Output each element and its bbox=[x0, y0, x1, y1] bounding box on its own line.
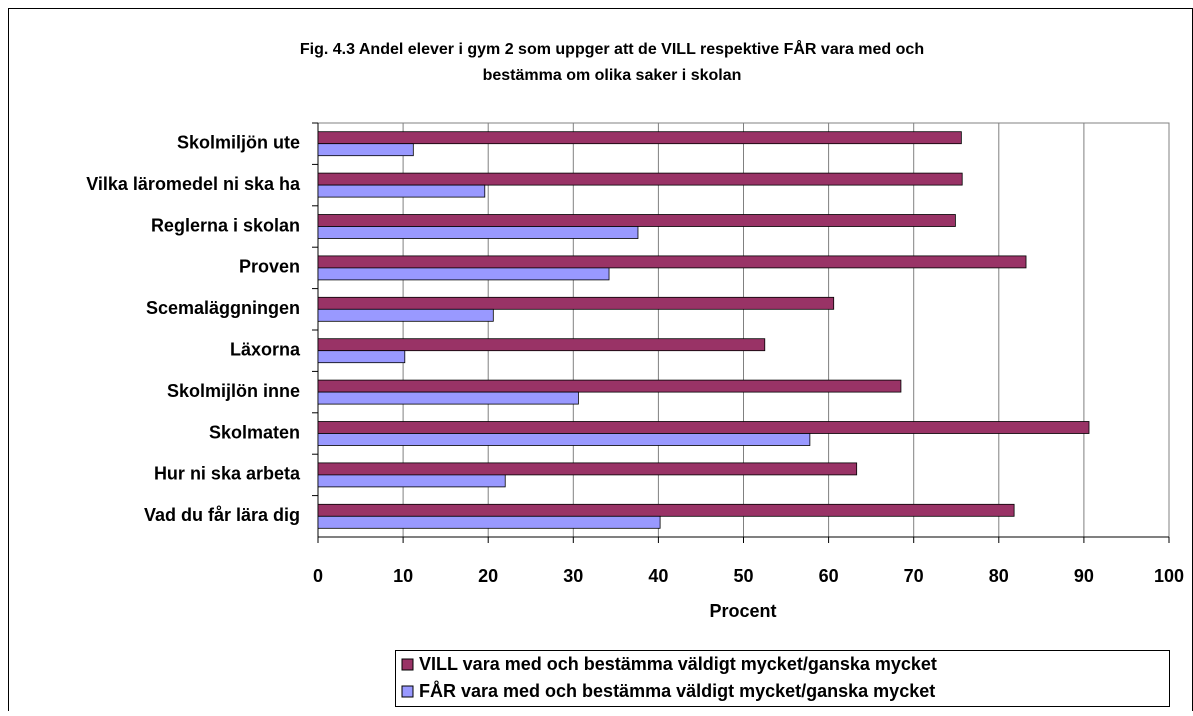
y-tick-label: Skolmaten bbox=[209, 422, 300, 442]
bar bbox=[317, 214, 956, 227]
bar bbox=[317, 255, 1027, 269]
x-tick-label: 60 bbox=[819, 566, 839, 586]
legend-label: VILL vara med och bestämma väldigt mycke… bbox=[419, 654, 937, 674]
y-tick-label: Skolmiljön ute bbox=[177, 132, 300, 152]
bar bbox=[317, 421, 1090, 434]
bar bbox=[317, 226, 639, 239]
x-tick-label: 0 bbox=[313, 566, 323, 586]
bar bbox=[317, 131, 962, 145]
x-tick-label: 50 bbox=[733, 566, 753, 586]
chart-title: Fig. 4.3 Andel elever i gym 2 som uppger… bbox=[300, 39, 924, 58]
x-tick-label: 90 bbox=[1074, 566, 1094, 586]
x-tick-label: 40 bbox=[648, 566, 668, 586]
y-tick-label: Proven bbox=[239, 257, 300, 277]
x-tick-label: 100 bbox=[1154, 566, 1184, 586]
bar bbox=[317, 379, 902, 393]
x-axis-label: Procent bbox=[709, 601, 776, 621]
y-tick-label: Läxorna bbox=[230, 339, 301, 359]
bar bbox=[317, 267, 610, 281]
y-tick-label: Vad du får lära dig bbox=[144, 505, 300, 525]
bar bbox=[317, 172, 963, 186]
bar bbox=[317, 391, 579, 405]
chart-title: bestämma om olika saker i skolan bbox=[483, 67, 742, 84]
bar bbox=[317, 184, 486, 198]
bar bbox=[317, 474, 506, 488]
legend-swatch bbox=[401, 658, 414, 671]
legend-label: FÅR vara med och bestämma väldigt mycket… bbox=[419, 681, 935, 701]
y-tick-label: Vilka läromedel ni ska ha bbox=[86, 174, 301, 194]
bar bbox=[317, 462, 858, 476]
y-tick-label: Hur ni ska arbeta bbox=[154, 464, 301, 484]
y-tick-label: Skolmijlön inne bbox=[167, 381, 300, 401]
bar bbox=[317, 143, 414, 157]
legend bbox=[395, 650, 1170, 707]
bar bbox=[317, 503, 1015, 517]
bar bbox=[317, 433, 811, 446]
y-tick-label: Reglerna i skolan bbox=[151, 215, 300, 235]
x-tick-label: 20 bbox=[478, 566, 498, 586]
x-tick-label: 10 bbox=[393, 566, 413, 586]
x-tick-label: 30 bbox=[563, 566, 583, 586]
bar bbox=[317, 296, 835, 310]
bar bbox=[317, 350, 406, 364]
x-tick-label: 70 bbox=[904, 566, 924, 586]
y-tick-label: Scemaläggningen bbox=[146, 298, 300, 318]
legend-swatch bbox=[401, 685, 414, 698]
bar bbox=[317, 515, 661, 529]
bar bbox=[317, 338, 766, 352]
bar bbox=[317, 308, 494, 322]
x-tick-label: 80 bbox=[989, 566, 1009, 586]
